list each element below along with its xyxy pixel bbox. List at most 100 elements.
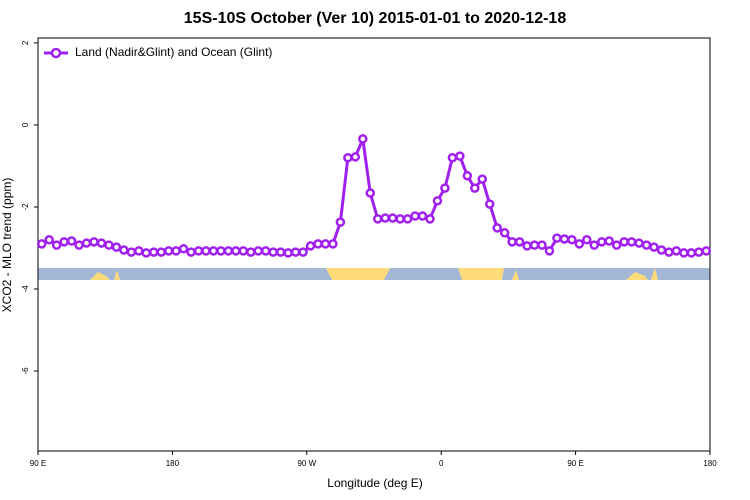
data-point — [380, 213, 390, 223]
data-point — [484, 199, 495, 209]
land-strip — [651, 268, 658, 280]
data-point — [335, 217, 346, 227]
data-point — [320, 239, 331, 249]
data-point — [432, 196, 443, 206]
data-point — [44, 235, 54, 245]
land-strip — [626, 272, 648, 280]
surface-strip — [38, 268, 710, 280]
data-point — [387, 213, 398, 223]
data-point — [679, 248, 689, 258]
data-point — [208, 246, 219, 256]
data-point — [238, 246, 249, 256]
y-tick-label: -4 — [21, 285, 30, 293]
data-point — [492, 223, 502, 233]
data-point — [178, 244, 189, 254]
data-point — [671, 246, 682, 256]
data-point — [134, 246, 144, 256]
data-point — [611, 240, 622, 250]
x-tick-label: 90 E — [30, 459, 46, 468]
data-point — [298, 247, 308, 257]
data-point — [701, 246, 712, 256]
data-point — [477, 174, 488, 184]
data-point — [664, 247, 674, 257]
y-tick-label: 2 — [21, 40, 30, 45]
land-strip — [512, 270, 519, 280]
data-point — [283, 248, 293, 258]
data-point — [290, 247, 301, 257]
data-point — [148, 247, 159, 257]
data-point — [402, 214, 413, 224]
x-tick-label: 180 — [166, 459, 180, 468]
data-point — [626, 237, 637, 247]
data-point — [582, 235, 592, 245]
legend-label: Land (Nadir&Glint) and Ocean (Glint) — [75, 45, 272, 59]
data-point — [499, 228, 510, 238]
data-point — [66, 236, 77, 246]
data-point — [313, 239, 323, 249]
legend-marker — [50, 47, 62, 59]
data-point — [268, 247, 278, 257]
data-point — [455, 151, 465, 161]
data-point — [649, 242, 659, 252]
data-point — [74, 240, 84, 250]
data-point — [634, 238, 644, 248]
data-point — [89, 237, 99, 247]
data-point — [186, 247, 196, 257]
data-point — [81, 238, 92, 248]
data-point — [141, 248, 152, 258]
data-point — [171, 246, 181, 256]
data-point — [574, 239, 585, 249]
y-axis-label: XCO2 - MLO trend (ppm) — [0, 178, 14, 313]
data-point — [537, 240, 547, 250]
data-point — [529, 240, 540, 250]
land-strip — [90, 272, 110, 280]
data-point — [358, 134, 368, 144]
data-point — [231, 246, 241, 256]
land-strip — [326, 268, 390, 280]
data-point — [395, 214, 405, 224]
data-point — [119, 245, 129, 255]
data-point — [51, 240, 62, 250]
data-point — [440, 183, 450, 193]
data-point — [619, 237, 629, 247]
data-point — [223, 246, 234, 256]
x-tick-label: 180 — [703, 459, 717, 468]
y-tick-label: -6 — [21, 367, 30, 375]
land-strip — [458, 268, 504, 280]
data-point — [372, 214, 383, 224]
data-point — [544, 246, 555, 256]
data-point — [111, 242, 122, 252]
data-point — [559, 234, 570, 244]
data-point — [447, 153, 458, 163]
chart-title: 15S-10S October (Ver 10) 2015-01-01 to 2… — [184, 10, 567, 27]
data-point — [686, 248, 697, 258]
data-point — [694, 247, 704, 257]
data-point — [59, 237, 69, 247]
data-point — [604, 236, 614, 246]
data-point — [596, 237, 607, 247]
data-point — [260, 246, 271, 256]
data-point — [514, 237, 525, 247]
data-point — [216, 246, 226, 256]
data-point — [246, 247, 256, 257]
data-point — [589, 240, 600, 250]
x-axis-label: Longitude (deg E) — [327, 476, 422, 490]
data-point — [567, 235, 577, 245]
data-point — [641, 240, 652, 250]
data-point — [36, 239, 47, 249]
data-point — [96, 238, 107, 248]
data-point — [417, 211, 428, 221]
data-point — [462, 171, 473, 181]
data-point — [425, 214, 435, 224]
data-point — [365, 188, 376, 198]
data-point — [328, 239, 338, 249]
data-point — [156, 247, 166, 257]
data-point — [410, 211, 420, 221]
data-point — [126, 247, 137, 257]
data-point — [656, 245, 667, 255]
data-point — [201, 246, 211, 256]
data-point — [193, 246, 204, 256]
y-tick-label: 0 — [21, 122, 30, 127]
